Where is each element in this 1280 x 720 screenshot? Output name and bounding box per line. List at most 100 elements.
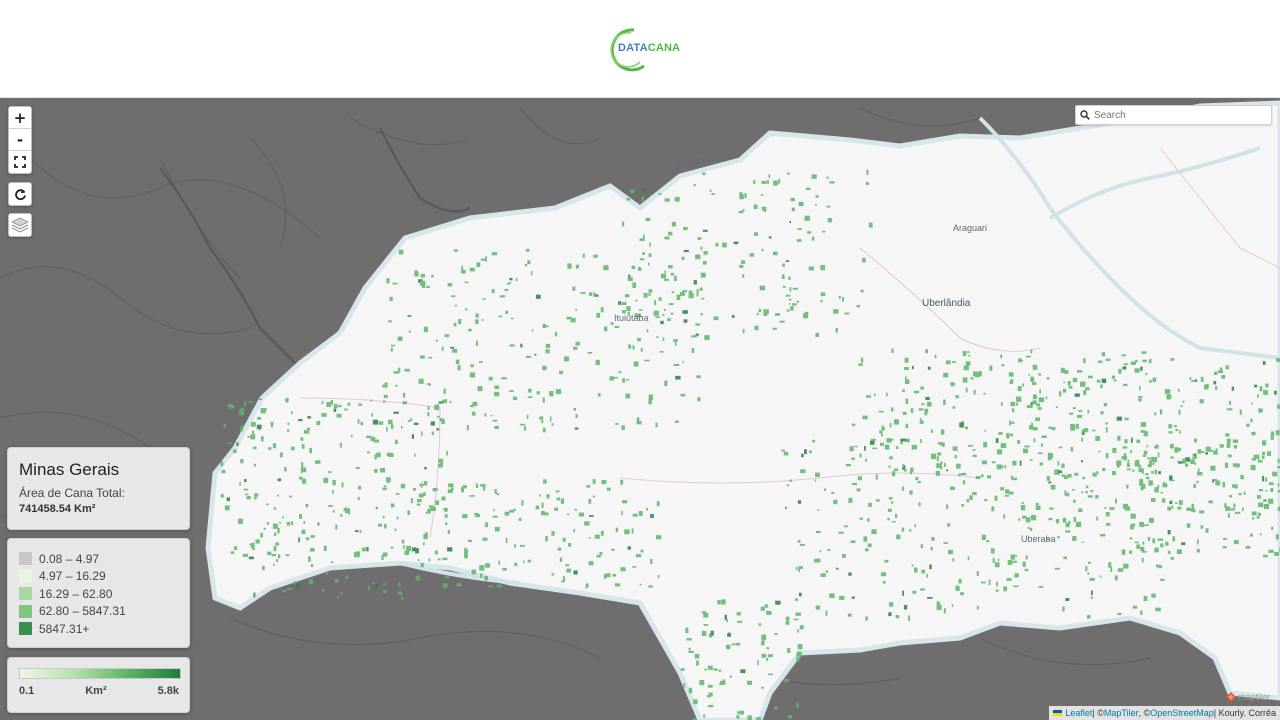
cane-patch (905, 438, 910, 443)
cane-patch (760, 606, 765, 611)
cane-patch (494, 391, 500, 397)
cane-patch (920, 588, 925, 591)
search-box[interactable] (1075, 105, 1272, 125)
cane-patch (700, 272, 706, 278)
datacana-logo[interactable]: DATACANA (604, 26, 680, 72)
cane-patch (465, 554, 467, 559)
cane-patch (822, 230, 826, 233)
cane-patch (323, 477, 329, 484)
cane-patch (804, 215, 810, 221)
cane-patch (498, 560, 500, 565)
cane-patch (656, 535, 662, 540)
cane-patch (1146, 445, 1149, 448)
cane-patch (644, 359, 650, 362)
search-input[interactable] (1094, 109, 1264, 121)
cane-patch (333, 408, 337, 412)
cane-patch (573, 346, 578, 350)
cane-patch (902, 590, 904, 596)
cane-patch (328, 505, 333, 507)
cane-patch (937, 452, 942, 456)
cane-patch (1090, 596, 1093, 599)
cane-patch (905, 423, 909, 429)
cane-patch (1130, 537, 1132, 540)
cane-patch (1010, 554, 1015, 560)
cane-patch (707, 665, 713, 670)
maptiler-link[interactable]: MapTiler (1103, 708, 1139, 718)
cane-patch (519, 423, 526, 426)
cane-patch (799, 544, 805, 546)
cane-patch (815, 332, 820, 337)
cane-patch (1258, 408, 1263, 413)
cane-patch (398, 249, 404, 255)
cane-patch (1006, 433, 1010, 439)
layers-control (8, 213, 32, 237)
osm-link[interactable]: OpenStreetMap (1150, 708, 1214, 718)
cane-patch (262, 408, 267, 411)
cane-patch (401, 425, 403, 429)
cane-patch (786, 484, 789, 487)
cane-patch (1130, 524, 1134, 530)
cane-patch (254, 497, 257, 500)
cane-patch (1277, 404, 1280, 409)
cane-patch (848, 497, 853, 503)
cane-patch (464, 281, 469, 284)
fullscreen-button[interactable] (9, 151, 31, 173)
cane-patch (562, 537, 566, 542)
layers-button[interactable] (9, 214, 31, 236)
cane-patch (1182, 458, 1186, 464)
cane-patch (995, 589, 999, 592)
cane-patch (322, 589, 325, 593)
cane-patch (708, 684, 713, 688)
cane-patch (1004, 465, 1007, 469)
cane-patch (704, 335, 710, 341)
zoom-in-button[interactable]: + (9, 107, 31, 129)
cane-patch (795, 566, 798, 570)
cane-patch (458, 318, 462, 325)
cane-patch (1155, 607, 1161, 612)
cane-patch (1074, 393, 1080, 397)
cane-patch (670, 312, 674, 315)
cane-patch (910, 467, 914, 473)
cane-patch (543, 512, 549, 516)
cane-patch (766, 180, 769, 184)
cane-patch (535, 505, 540, 510)
cane-patch (296, 583, 300, 590)
cane-patch (648, 293, 651, 296)
maptiler-logo[interactable]: maptiler (1225, 692, 1270, 702)
map-canvas[interactable]: Itumb Ituiutaba Uberlândia Araguari Uber… (0, 98, 1280, 720)
zoom-out-button[interactable]: - (9, 129, 31, 151)
cane-patch (501, 377, 507, 380)
cane-patch (266, 503, 269, 506)
leaflet-link[interactable]: Leaflet (1065, 708, 1093, 718)
cane-patch (1025, 555, 1028, 560)
cane-patch (461, 269, 466, 274)
cane-patch (613, 376, 618, 379)
cane-patch (784, 506, 787, 510)
cane-patch (682, 290, 688, 293)
cane-patch (648, 253, 652, 257)
cane-patch (1078, 508, 1083, 513)
cane-patch (383, 394, 388, 399)
cane-patch (1138, 398, 1142, 402)
reset-view-button[interactable] (9, 183, 31, 205)
cane-patch (960, 472, 967, 476)
cane-patch (341, 482, 344, 488)
cane-patch (1159, 409, 1163, 415)
cane-patch (1182, 400, 1185, 403)
cane-patch (791, 207, 795, 212)
cane-patch (466, 425, 469, 431)
cane-patch (1190, 508, 1194, 511)
cane-patch (1178, 409, 1181, 416)
cane-patch (340, 514, 343, 517)
cane-patch (360, 421, 363, 426)
cane-patch (1041, 443, 1043, 447)
cane-patch (664, 308, 666, 312)
cane-patch (316, 460, 321, 464)
cane-patch (243, 488, 249, 491)
cane-patch (1045, 396, 1048, 400)
cane-patch (378, 421, 384, 425)
cane-patch (1270, 487, 1274, 493)
attribution-sep-1: | © (1092, 708, 1104, 718)
cane-patch (805, 187, 811, 190)
cane-patch (621, 510, 623, 516)
